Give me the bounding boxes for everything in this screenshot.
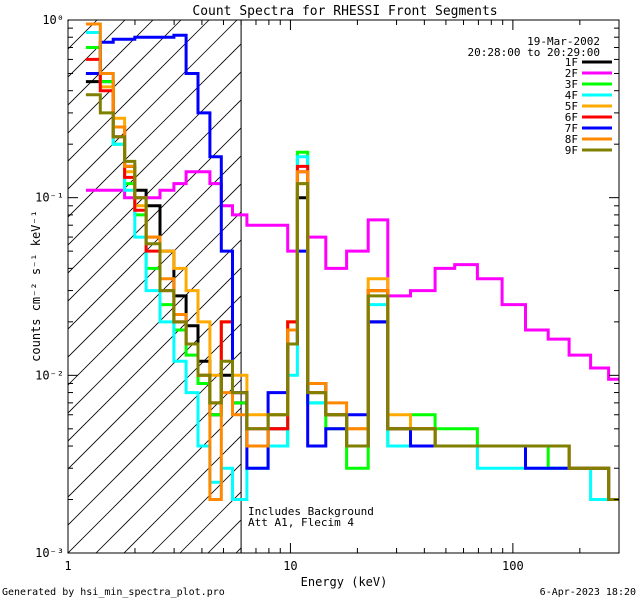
series-line-3F: [85, 46, 619, 501]
series-layer: [85, 22, 619, 501]
annotation-background: Includes Background: [248, 505, 374, 518]
legend-label: 8F: [565, 133, 578, 146]
x-tick-label: 1: [64, 559, 71, 573]
date-label: 19-Mar-2002: [527, 35, 600, 48]
y-tick-label: 10⁻³: [35, 546, 64, 560]
y-axis: 10⁰ 10⁻¹ 10⁻² 10⁻³: [35, 13, 619, 560]
hatch-line: [68, 20, 154, 106]
legend-label: 2F: [565, 67, 578, 80]
hatch-line: [68, 267, 242, 442]
legend-label: 3F: [565, 78, 578, 91]
hatch-line: [123, 435, 242, 553]
legend-label: 1F: [565, 56, 578, 69]
footer-generated-by: Generated by hsi_min_spectra_plot.pro: [2, 587, 225, 598]
legend-label: 4F: [565, 89, 578, 102]
hatch-line: [95, 407, 242, 553]
x-axis-label: Energy (keV): [301, 575, 388, 589]
hatch-line: [68, 20, 210, 162]
legend-label: 5F: [565, 100, 578, 113]
annotation-attenuator: Att A1, Flecim 4: [248, 516, 354, 529]
hatch-line: [68, 71, 242, 246]
hatch-line: [68, 99, 242, 274]
legend-label: 7F: [565, 122, 578, 135]
hatch-line: [68, 155, 242, 330]
hatch-line: [68, 351, 242, 526]
legend-label: 6F: [565, 111, 578, 124]
time-range-label: 20:28:00 to 20:29:00: [468, 46, 600, 59]
y-tick-label: 10⁻¹: [35, 191, 64, 205]
hatch-line: [68, 211, 242, 386]
x-tick-label: 10: [283, 559, 297, 573]
hatch-line: [68, 379, 242, 553]
hatch-line: [68, 20, 182, 134]
hatch-line: [68, 239, 242, 414]
hatch-line: [68, 295, 242, 470]
hatch-line: [68, 20, 238, 190]
hatch-line: [68, 20, 126, 78]
hatch-line: [68, 323, 242, 498]
series-line-2F: [85, 170, 619, 381]
series-line-9F: [85, 93, 619, 501]
x-axis: 1 10 100: [64, 20, 620, 573]
chart-title: Count Spectra for RHESSI Front Segments: [192, 4, 497, 19]
legend-label: 9F: [565, 144, 578, 157]
hatch-line: [68, 43, 242, 218]
series-line-8F: [85, 22, 619, 501]
hatch-lines: [68, 20, 242, 553]
plot-frame: [67, 19, 620, 554]
y-tick-label: 10⁻²: [35, 368, 64, 382]
y-tick-label: 10⁰: [42, 13, 64, 27]
hatch-line: [68, 183, 242, 358]
x-tick-label: 100: [502, 559, 524, 573]
y-axis-label: counts cm⁻² s⁻¹ keV⁻¹: [29, 210, 43, 362]
hatch-line: [68, 127, 242, 302]
hatched-region: [68, 20, 242, 553]
footer-timestamp: 6-Apr-2023 18:20: [540, 587, 636, 598]
